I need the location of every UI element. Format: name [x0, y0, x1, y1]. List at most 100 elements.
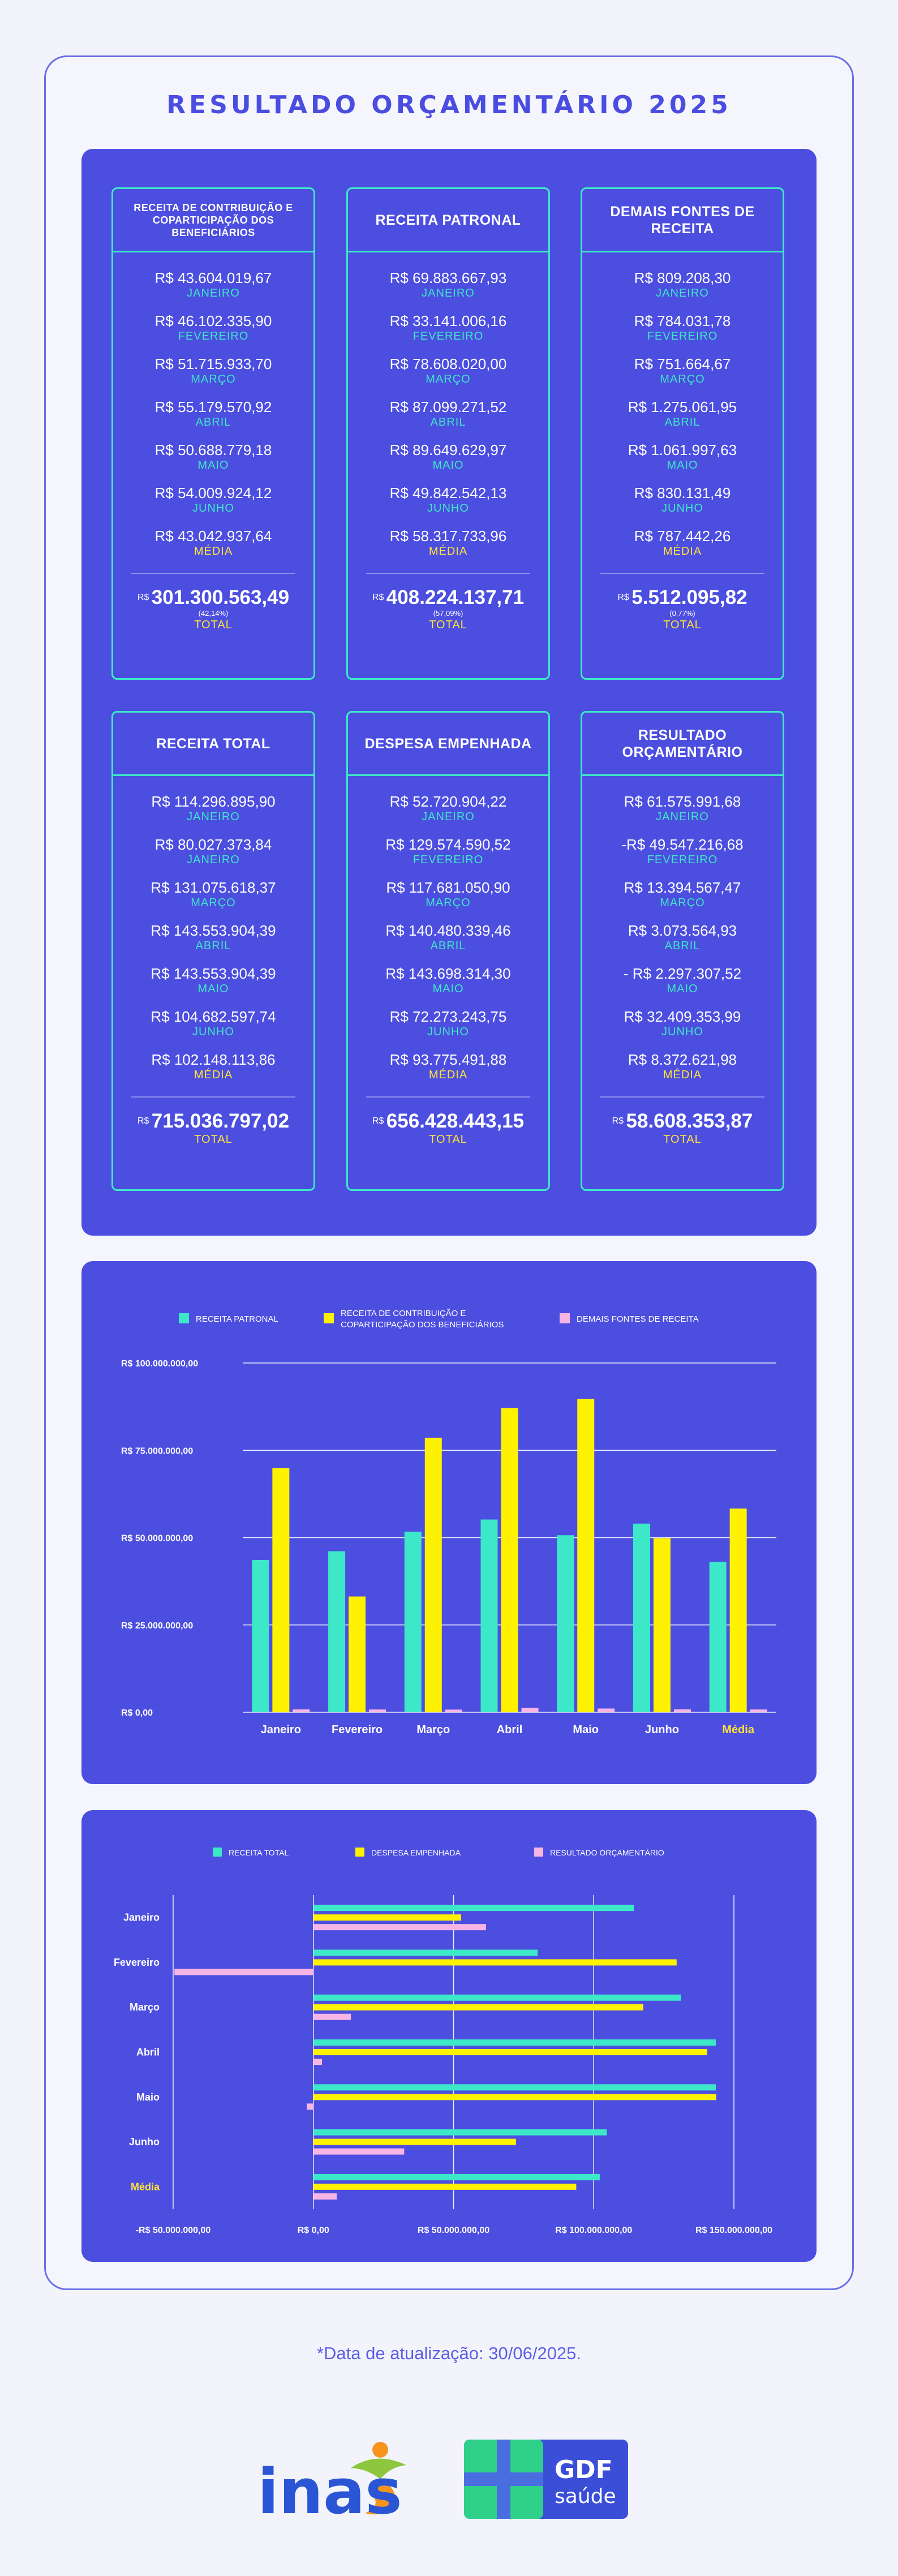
- card-entry: R$ 69.883.667,93 JANEIRO: [348, 269, 548, 300]
- entry-label: MAIO: [667, 459, 698, 472]
- entry-value: R$ 50.688.779,18: [154, 442, 272, 458]
- bar: [445, 1709, 462, 1712]
- total-currency: R$: [372, 1116, 384, 1126]
- entry-label: JUNHO: [427, 1026, 469, 1038]
- entry-value: R$ 114.296.895,90: [151, 793, 276, 810]
- legend-swatch: [324, 1313, 334, 1323]
- card-entries: R$ 69.883.667,93 JANEIRO R$ 33.141.006,16 F…: [348, 269, 548, 558]
- inas-logo-head: [372, 2442, 388, 2458]
- card-entry: R$ 72.273.243,75 JUNHO: [348, 1008, 548, 1039]
- saude-logo-text: saúde: [555, 2485, 616, 2508]
- card-entries: R$ 61.575.991,68 JANEIRO -R$ 49.547.216,68…: [582, 793, 783, 1082]
- entry-label: JUNHO: [427, 502, 469, 515]
- card-entry: R$ 102.148.113,86 MÉDIA: [113, 1051, 313, 1082]
- summary-card: RESULTADO ORÇAMENTÁRIO R$ 61.575.991,68 JA…: [581, 711, 784, 1191]
- total-value: 656.428.443,15: [386, 1110, 525, 1132]
- card-entry: R$ 751.664,67 MARÇO: [582, 355, 783, 386]
- entry-label: JANEIRO: [187, 287, 240, 299]
- bar: [313, 2174, 600, 2180]
- x-tick-label: Março: [416, 1724, 450, 1736]
- update-date: *Data de atualização: 30/06/2025.: [316, 2343, 582, 2363]
- x-tick-label: Maio: [573, 1724, 599, 1736]
- total-value: 58.608.353,87: [626, 1110, 753, 1132]
- total-value: 301.300.563,49: [151, 586, 290, 608]
- total-percent: (42,14%): [198, 609, 229, 618]
- entry-label: ABRIL: [430, 940, 466, 952]
- card-entry: R$ 143.553.904,39 MAIO: [113, 965, 313, 996]
- card-entry: R$ 787.442,26 MÉDIA: [582, 528, 783, 558]
- entry-value: R$ 830.131,49: [634, 485, 731, 502]
- entry-value: R$ 787.442,26: [634, 528, 731, 545]
- summary-card: RECEITA PATRONAL R$ 69.883.667,93 JANEIRO R…: [346, 187, 550, 680]
- card-entries: R$ 43.604.019,67 JANEIRO R$ 46.102.335,90 F…: [113, 269, 313, 558]
- bar: [729, 1508, 747, 1712]
- card-entry: R$ 58.317.733,96 MÉDIA: [348, 528, 548, 558]
- bar: [313, 2059, 322, 2065]
- card-entry: R$ 129.574.590,52 FEVEREIRO: [348, 836, 548, 867]
- x-tick-label: R$ 50.000.000,00: [418, 2226, 489, 2235]
- entry-value: R$ 3.073.564,93: [628, 922, 737, 939]
- legend-label: COPARTICIPAÇÃO DOS BENEFICIÁRIOS: [341, 1320, 504, 1330]
- bar: [653, 1538, 671, 1712]
- bar: [598, 1708, 615, 1712]
- entry-label: MAIO: [432, 459, 464, 472]
- card-entry: R$ 1.275.061,95 ABRIL: [582, 398, 783, 429]
- x-tick-label: -R$ 50.000.000,00: [136, 2226, 211, 2235]
- entry-value: R$ 117.681.050,90: [386, 879, 510, 896]
- card-entries: R$ 114.296.895,90 JANEIRO R$ 80.027.373,84…: [113, 793, 313, 1082]
- entry-label: MÉDIA: [194, 545, 233, 558]
- bar: [328, 1551, 346, 1712]
- total-label: TOTAL: [663, 1133, 702, 1146]
- card-entry: R$ 143.698.314,30 MAIO: [348, 965, 548, 996]
- legend-swatch: [213, 1848, 222, 1857]
- entry-label: MÉDIA: [194, 1069, 233, 1081]
- bar: [404, 1531, 422, 1712]
- gdf-logo-text: GDF: [555, 2455, 613, 2484]
- card-header: RECEITA TOTAL: [113, 713, 313, 776]
- summary-card: RECEITA DE CONTRIBUIÇÃO E COPARTICIPAÇÃO…: [111, 187, 315, 680]
- y-tick-label: R$ 50.000.000,00: [121, 1534, 193, 1544]
- page-title: RESULTADO ORÇAMENTÁRIO 2025: [162, 91, 737, 119]
- card-entry: R$ 89.649.629,97 MAIO: [348, 442, 548, 472]
- bar: [501, 1408, 518, 1712]
- legend-label: RECEITA TOTAL: [229, 1848, 289, 1857]
- entry-value: R$ 78.608.020,00: [389, 355, 507, 372]
- entry-value: R$ 809.208,30: [634, 269, 731, 286]
- entry-label: JANEIRO: [187, 854, 240, 866]
- legend-label: RECEITA PATRONAL: [196, 1314, 278, 1324]
- card-header: RECEITA DE CONTRIBUIÇÃO E COPARTICIPAÇÃO…: [113, 189, 313, 252]
- y-tick-label: R$ 100.000.000,00: [121, 1359, 198, 1369]
- card-entry: R$ 131.075.618,37 MARÇO: [113, 879, 313, 910]
- card-entry: R$ 8.372.621,98 MÉDIA: [582, 1051, 783, 1082]
- entry-value: R$ 751.664,67: [634, 355, 731, 372]
- bar: [709, 1562, 727, 1712]
- y-tick-label: R$ 0,00: [121, 1708, 153, 1718]
- bar: [349, 1596, 366, 1712]
- entry-label: JANEIRO: [656, 287, 709, 299]
- legend-label: DEMAIS FONTES DE RECEITA: [577, 1314, 699, 1324]
- bar: [293, 1709, 310, 1712]
- y-tick-label: R$ 25.000.000,00: [121, 1621, 193, 1631]
- card-header: DESPESA EMPENHADA: [348, 713, 548, 776]
- entry-value: R$ 784.031,78: [634, 312, 731, 329]
- bar: [521, 1708, 539, 1712]
- entry-label: ABRIL: [664, 416, 701, 428]
- gdf-logo-cross-h: [464, 2472, 543, 2486]
- card-entry: R$ 809.208,30 JANEIRO: [582, 269, 783, 300]
- bar: [313, 2138, 516, 2145]
- entry-value: -R$ 49.547.216,68: [621, 836, 744, 853]
- card-entry: R$ 143.553.904,39 ABRIL: [113, 922, 313, 953]
- card-divider: [131, 573, 295, 574]
- entry-label: FEVEREIRO: [413, 854, 484, 866]
- bar: [174, 1969, 313, 1975]
- y-tick-label: Janeiro: [123, 1912, 160, 1923]
- cards-panel: RECEITA DE CONTRIBUIÇÃO E COPARTICIPAÇÃO…: [81, 149, 817, 1236]
- total-label: TOTAL: [194, 619, 233, 631]
- total-value: 5.512.095,82: [631, 586, 747, 608]
- gdf-saude-logo: GDF saúde: [464, 2440, 628, 2519]
- card-entry: R$ 49.842.542,13 JUNHO: [348, 485, 548, 515]
- card-total: R$ 5.512.095,82 (0,77%) TOTAL: [582, 586, 783, 632]
- entry-label: ABRIL: [664, 940, 701, 952]
- card-divider: [131, 1096, 295, 1098]
- bar: [313, 2148, 405, 2155]
